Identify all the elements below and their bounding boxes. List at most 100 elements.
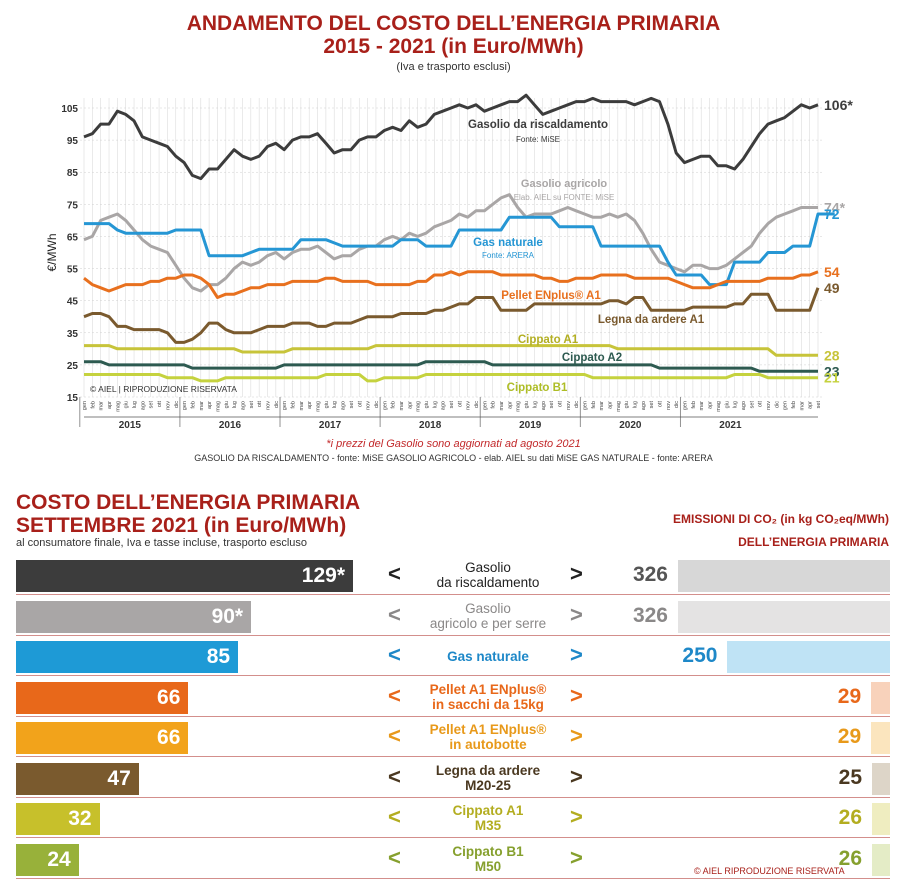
chevron-right-icon: > [570, 844, 583, 870]
cost-bar: 129* [16, 560, 353, 592]
x-tick-label: nov [566, 401, 572, 410]
x-tick-label: feb [190, 401, 196, 409]
row-divider [16, 756, 890, 757]
emission-bar [678, 600, 890, 633]
x-tick-label: apr [307, 401, 313, 409]
x-tick-label: mag [215, 401, 221, 412]
chevron-right-icon: > [570, 682, 583, 708]
x-tick-label: ott [157, 401, 163, 408]
x-tick-label: mar [699, 401, 705, 411]
x-tick-label: mar [499, 401, 505, 411]
cost-value: 66 [157, 685, 181, 709]
chart-title-line2: 2015 - 2021 (in Euro/MWh) [323, 35, 584, 58]
x-tick-label: giu [424, 401, 430, 408]
series-line [83, 193, 818, 293]
fuel-label: Cippato B1 M50 [412, 844, 564, 874]
cost-row: 66 < Pellet A1 ENplus® in autobotte >29 [0, 717, 907, 757]
series-end-label: 74* [824, 200, 846, 216]
emissions-title-line1: EMISSIONI DI CO₂ (in kg CO₂eq/MWh) [673, 512, 889, 526]
fuel-label-line2: M35 [474, 818, 502, 833]
x-tick-label: feb [691, 401, 697, 409]
fuel-label-line1: Gasolio [465, 560, 511, 575]
cost-row: 47 < Legna da ardere M20-25 >25 [0, 758, 907, 798]
copyright-bottom: © AIEL RIPRODUZIONE RISERVATA [694, 866, 845, 876]
chevron-left-icon: < [388, 763, 401, 789]
row-divider [16, 837, 890, 838]
cost-bar: 66 [16, 722, 189, 754]
cost-value: 90* [211, 604, 244, 628]
cost-value: 24 [47, 847, 71, 871]
x-tick-label: lug [232, 401, 238, 408]
emission-value: 326 [632, 603, 668, 627]
cost-value: 32 [68, 807, 92, 830]
x-tick-label: gen [182, 401, 188, 410]
emission-value: 29 [837, 725, 862, 748]
x-tick-label: ott [658, 401, 664, 408]
emission-bar [727, 641, 890, 673]
cost-row: 32 < Cippato A1 M35 >26 [0, 798, 907, 838]
x-tick-label: lug [532, 401, 538, 408]
row-divider [16, 877, 890, 879]
x-tick-label: giu [124, 401, 130, 408]
emission-value: 26 [838, 846, 862, 870]
x-tick-label: ott [357, 401, 363, 408]
emission-value: 25 [838, 765, 862, 789]
fuel-label-line1: Pellet A1 ENplus® [429, 681, 547, 697]
series-name-label: Gasolio da riscaldamento [468, 119, 608, 131]
row-divider [16, 796, 890, 798]
x-tick-label: mag [115, 401, 121, 412]
x-tick-label: apr [107, 401, 113, 409]
x-tick-label: ago [541, 401, 547, 410]
year-label: 2018 [419, 420, 442, 431]
x-tick-label: ago [140, 401, 146, 410]
y-tick-label: 65 [67, 232, 79, 243]
x-tick-label: lug [633, 401, 639, 408]
x-tick-label: ago [341, 401, 347, 410]
cost-value: 66 [157, 726, 181, 749]
cost-row: 24 < Cippato B1 M50 >26 [0, 839, 907, 879]
series-line [83, 270, 819, 299]
x-tick-label: mag [716, 401, 722, 412]
x-tick-label: giu [224, 401, 230, 408]
x-tick-label: ago [641, 401, 647, 410]
series-end-label: 106* [824, 97, 853, 113]
chevron-left-icon: < [388, 642, 401, 667]
chevron-right-icon: > [570, 804, 583, 829]
series-end-label: 54 [824, 264, 840, 280]
emission-value: 326 [632, 563, 668, 586]
series-end-label: 28 [824, 347, 840, 363]
cost-bar: 24 [16, 843, 79, 876]
x-tick-label: nov [366, 401, 372, 410]
fuel-label: Cippato A1 M35 [412, 803, 564, 833]
x-tick-label: gen [683, 401, 689, 410]
fuel-label-line1: Cippato A1 [452, 803, 524, 818]
y-tick-label: 35 [67, 329, 79, 340]
x-tick-label: gen [582, 401, 588, 410]
x-tick-label: feb [491, 401, 497, 409]
series-end-label: 49 [824, 280, 840, 296]
series-end-label: 23 [824, 363, 840, 379]
chart-title-line1: ANDAMENTO DEL COSTO DELL’ENERGIA PRIMARI… [186, 12, 721, 35]
cost-bar: 47 [16, 762, 139, 795]
x-tick-label: dic [774, 401, 780, 408]
chevron-right-icon: > [570, 723, 583, 748]
x-tick-label: mar [99, 401, 105, 411]
fuel-label-line1: Gas naturale [447, 649, 529, 664]
x-tick-label: set [549, 401, 555, 409]
x-tick-label: gen [382, 401, 388, 410]
cost-bar: 32 [16, 803, 100, 835]
x-tick-label: apr [708, 401, 714, 409]
fuel-label: Pellet A1 ENplus® in sacchi da 15kg [412, 682, 564, 712]
x-tick-label: mar [399, 401, 405, 411]
cost-row: 66 < Pellet A1 ENplus® in sacchi da 15kg >29 [0, 677, 907, 717]
x-tick-label: set [349, 401, 355, 409]
row-divider [16, 594, 890, 595]
x-tick-label: nov [766, 401, 772, 410]
fuel-label-line2: M50 [474, 858, 502, 874]
x-tick-label: dic [374, 401, 380, 408]
x-tick-label: feb [90, 401, 96, 409]
series-line [84, 360, 818, 373]
x-tick-label: feb [291, 401, 297, 409]
y-tick-label: 85 [67, 168, 79, 179]
x-tick-label: dic [674, 401, 680, 408]
